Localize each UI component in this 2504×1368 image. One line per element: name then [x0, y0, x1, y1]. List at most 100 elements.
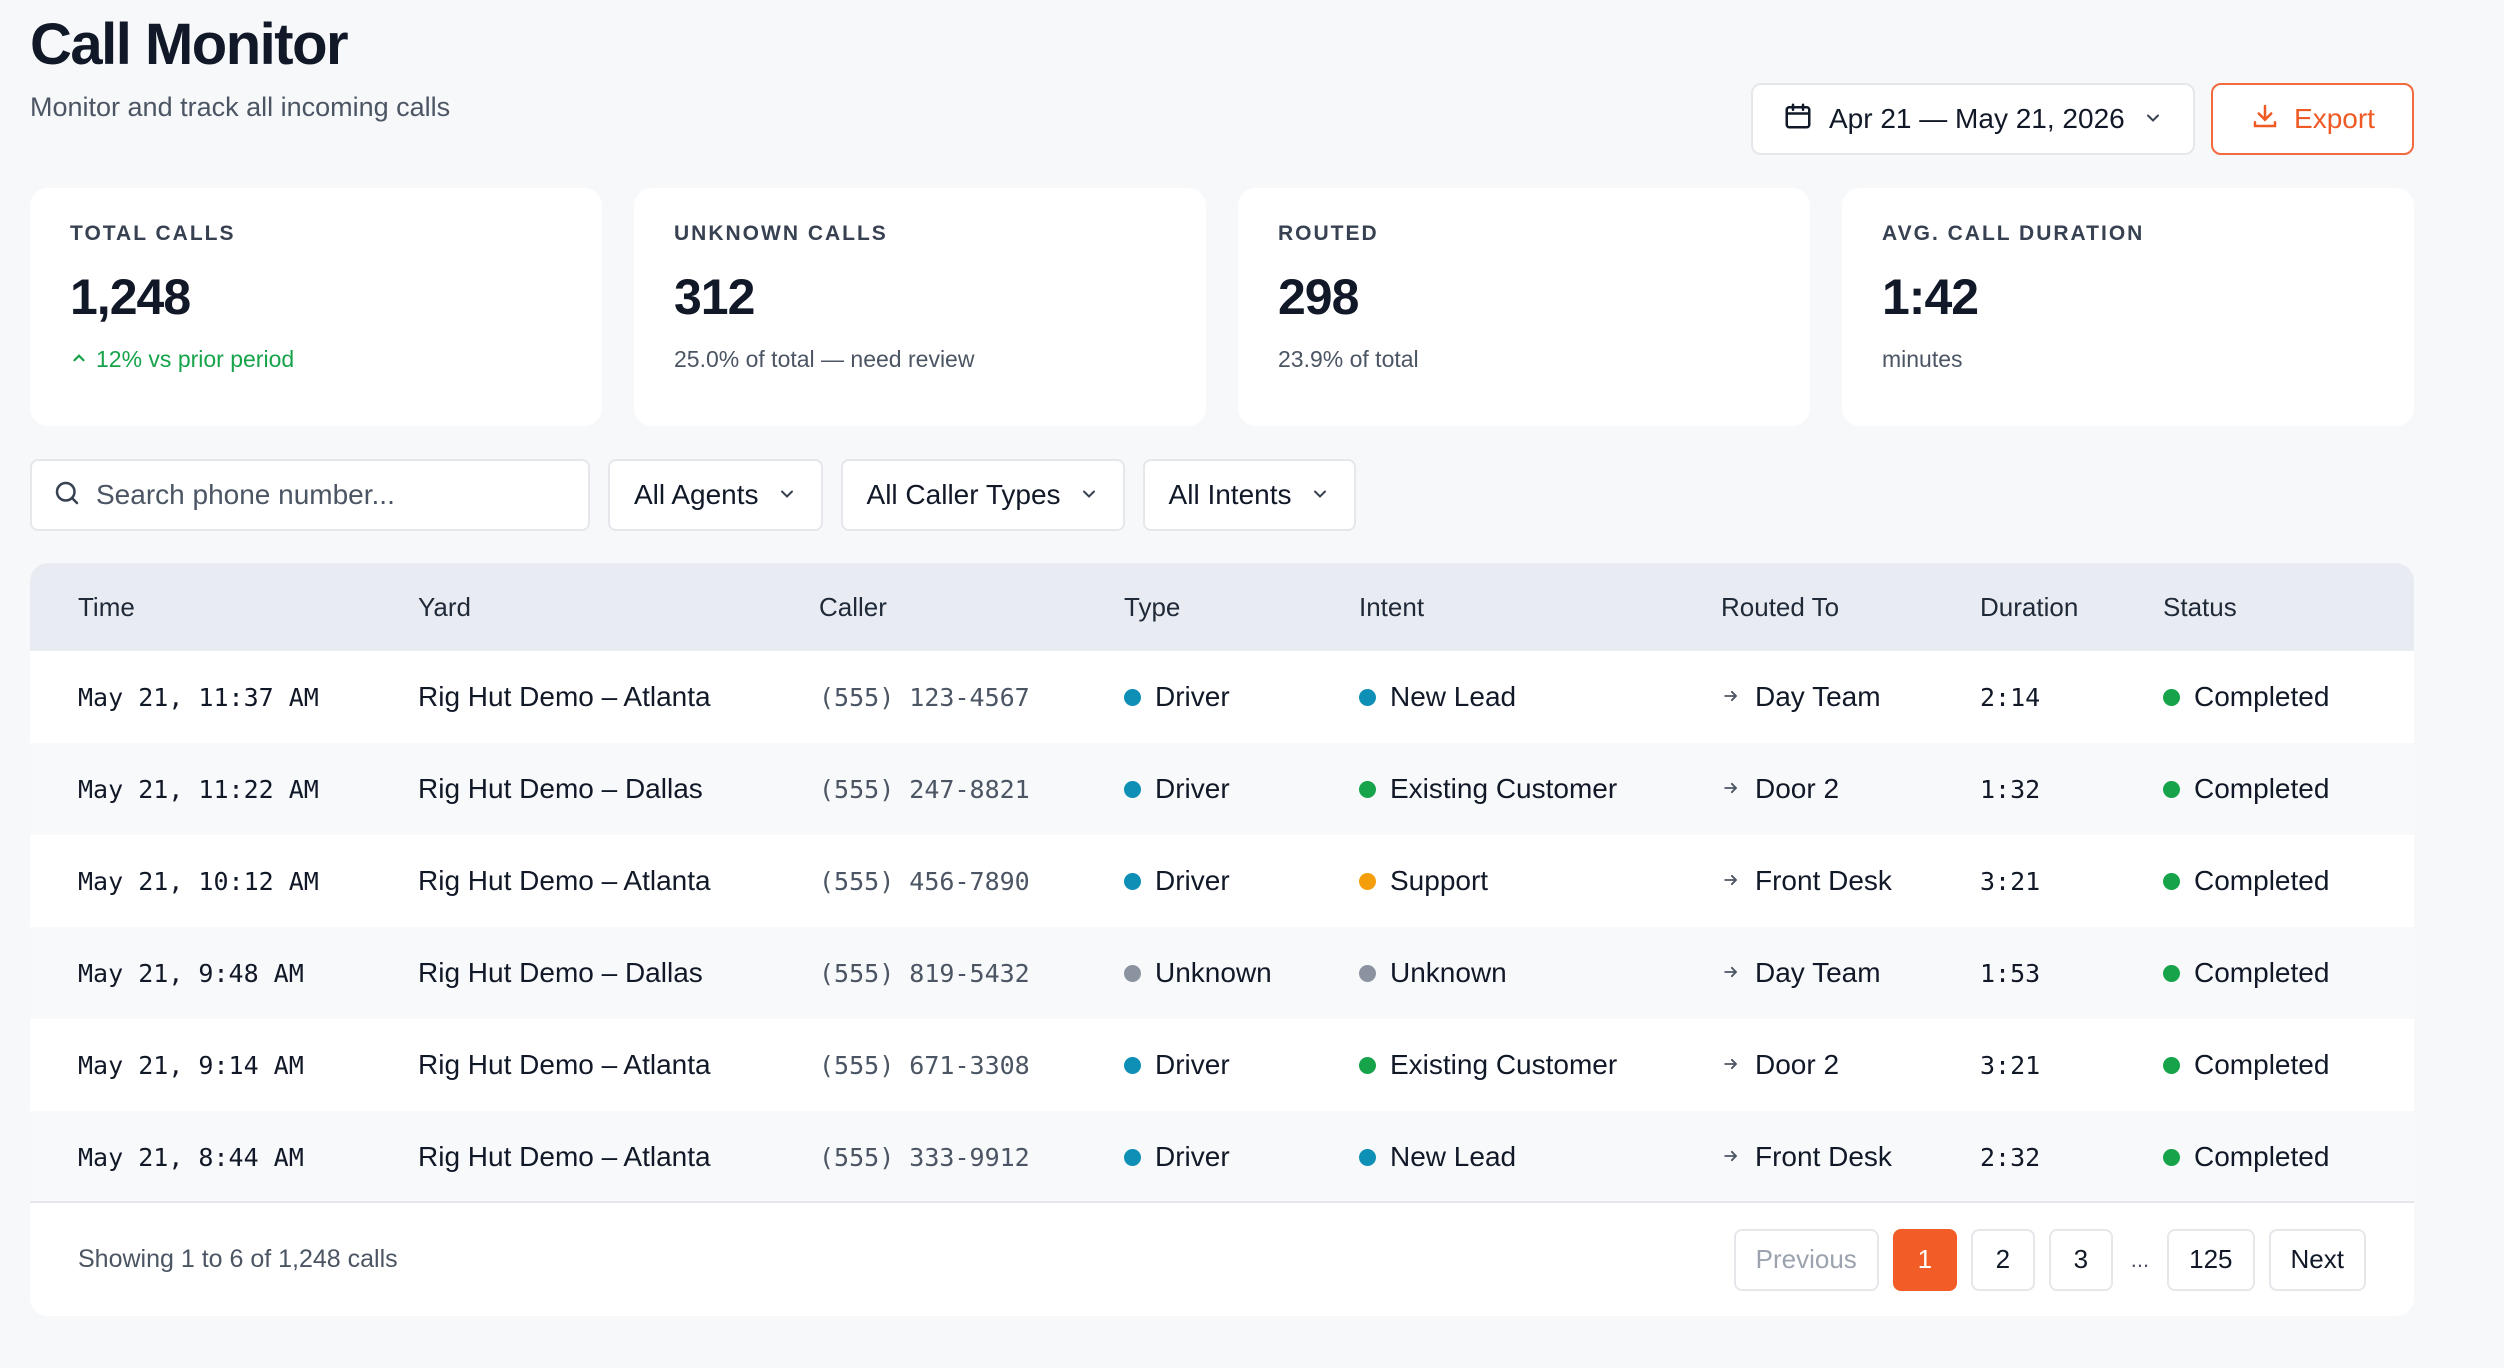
type-value: Driver [1155, 773, 1230, 804]
cell-intent: Existing Customer [1359, 1049, 1617, 1081]
time-value: May 21, 11:22 AM [78, 774, 319, 804]
type-value: Driver [1155, 1141, 1230, 1172]
status-dot-icon [2163, 872, 2180, 890]
cell-type: Driver [1124, 1141, 1230, 1173]
column-header-routed-to[interactable]: Routed To [1721, 591, 1840, 622]
status-dot-icon [2163, 1056, 2180, 1074]
column-header-intent[interactable]: Intent [1359, 591, 1425, 622]
date-range-picker[interactable]: Apr 21 — May 21, 2026 [1751, 83, 2195, 155]
duration-value: 3:21 [1980, 866, 2041, 896]
intent-dot-icon [1359, 872, 1376, 890]
cell-yard: Rig Hut Demo – Atlanta [418, 1049, 711, 1081]
cell-time: May 21, 11:22 AM [78, 775, 319, 804]
caller-value: (555) 333-9912 [819, 1142, 1030, 1172]
cell-duration: 3:21 [1980, 1051, 2040, 1080]
cell-status: Completed [2163, 773, 2329, 805]
page-button-last[interactable]: 125 [2167, 1228, 2255, 1291]
routed-to-value: Day Team [1755, 681, 1881, 712]
page-title: Call Monitor [30, 12, 349, 77]
intent-dot-icon [1359, 1148, 1376, 1166]
yard-value: Rig Hut Demo – Atlanta [418, 681, 711, 712]
routed-to-value: Front Desk [1755, 1141, 1892, 1172]
cell-intent: New Lead [1359, 1141, 1516, 1173]
arrow-right-icon [1721, 773, 1741, 805]
routed-to-value: Door 2 [1755, 773, 1840, 804]
table-footer: Showing 1 to 6 of 1,248 calls Previous 1… [30, 1201, 2414, 1316]
cell-routed-to: Front Desk [1721, 865, 1892, 897]
cell-routed-to: Day Team [1721, 681, 1881, 713]
arrow-right-icon [1721, 1049, 1741, 1081]
duration-value: 2:32 [1980, 1142, 2041, 1172]
column-header-yard[interactable]: Yard [418, 591, 471, 622]
yard-value: Rig Hut Demo – Atlanta [418, 1141, 711, 1172]
stat-label: TOTAL CALLS [70, 222, 236, 245]
intents-filter[interactable]: All Intents [1142, 459, 1356, 531]
table-row[interactable]: May 21, 10:12 AM Rig Hut Demo – Atlanta (5… [30, 835, 2414, 927]
status-dot-icon [2163, 780, 2180, 798]
page-subtitle: Monitor and track all incoming calls [30, 92, 451, 122]
intent-value: Existing Customer [1390, 773, 1618, 804]
previous-page-button[interactable]: Previous [1733, 1228, 1879, 1291]
type-dot-icon [1124, 964, 1141, 982]
cell-type: Driver [1124, 773, 1230, 805]
page-button-2[interactable]: 2 [1970, 1228, 2035, 1291]
chevron-down-icon [1310, 479, 1330, 511]
caller-types-filter-label: All Caller Types [866, 479, 1061, 510]
table-row[interactable]: May 21, 9:48 AM Rig Hut Demo – Dallas (555… [30, 927, 2414, 1019]
page-button-3[interactable]: 3 [2048, 1228, 2113, 1291]
status-value: Completed [2194, 1141, 2330, 1172]
intent-value: Support [1390, 865, 1489, 896]
stat-card-routed: ROUTED 298 23.9% of total [1238, 188, 1810, 426]
page-button-1[interactable]: 1 [1892, 1228, 1957, 1291]
stat-label: AVG. CALL DURATION [1882, 222, 2145, 245]
stat-sub: 25.0% of total — need review [674, 346, 975, 372]
table-row[interactable]: May 21, 11:37 AM Rig Hut Demo – Atlanta (5… [30, 651, 2414, 743]
cell-caller: (555) 819-5432 [819, 959, 1030, 988]
table-body: May 21, 11:37 AM Rig Hut Demo – Atlanta (5… [30, 651, 2414, 1203]
column-header-type[interactable]: Type [1124, 591, 1181, 622]
caller-value: (555) 671-3308 [819, 1050, 1030, 1080]
search-icon [52, 478, 82, 513]
cell-time: May 21, 9:48 AM [78, 959, 304, 988]
stat-card-total-calls: TOTAL CALLS 1,248 12% vs prior period [30, 188, 602, 426]
cell-duration: 1:53 [1980, 959, 2040, 988]
intent-dot-icon [1359, 780, 1376, 798]
status-dot-icon [2163, 1148, 2180, 1166]
cell-routed-to: Day Team [1721, 957, 1881, 989]
agents-filter-label: All Agents [634, 479, 759, 510]
type-value: Unknown [1155, 957, 1272, 988]
cell-caller: (555) 123-4567 [819, 683, 1030, 712]
search-box[interactable] [30, 459, 590, 531]
export-button[interactable]: Export [2211, 83, 2414, 155]
cell-caller: (555) 671-3308 [819, 1051, 1030, 1080]
next-page-button[interactable]: Next [2268, 1228, 2366, 1291]
type-dot-icon [1124, 780, 1141, 798]
agents-filter[interactable]: All Agents [608, 459, 823, 531]
status-dot-icon [2163, 688, 2180, 706]
yard-value: Rig Hut Demo – Dallas [418, 957, 703, 988]
caller-value: (555) 247-8821 [819, 774, 1030, 804]
yard-value: Rig Hut Demo – Atlanta [418, 865, 711, 896]
cell-yard: Rig Hut Demo – Atlanta [418, 1141, 711, 1173]
column-header-caller[interactable]: Caller [819, 591, 887, 622]
table-row[interactable]: May 21, 8:44 AM Rig Hut Demo – Atlanta (55… [30, 1111, 2414, 1203]
time-value: May 21, 9:48 AM [78, 958, 304, 988]
search-input[interactable] [96, 479, 568, 511]
yard-value: Rig Hut Demo – Dallas [418, 773, 703, 804]
stat-value: 298 [1278, 269, 1359, 325]
intent-dot-icon [1359, 964, 1376, 982]
column-header-status[interactable]: Status [2163, 591, 2237, 622]
cell-type: Driver [1124, 681, 1230, 713]
stat-trend: 12% vs prior period [70, 346, 562, 373]
cell-routed-to: Door 2 [1721, 1049, 1839, 1081]
table-row[interactable]: May 21, 11:22 AM Rig Hut Demo – Dallas (55… [30, 743, 2414, 835]
column-header-duration[interactable]: Duration [1980, 591, 2079, 622]
caller-types-filter[interactable]: All Caller Types [840, 459, 1125, 531]
table-row[interactable]: May 21, 9:14 AM Rig Hut Demo – Atlanta (55… [30, 1019, 2414, 1111]
cell-duration: 2:32 [1980, 1143, 2040, 1172]
intent-value: Unknown [1390, 957, 1507, 988]
filter-bar: All Agents All Caller Types All Intents [30, 459, 1356, 531]
intent-dot-icon [1359, 1056, 1376, 1074]
column-header-time[interactable]: Time [78, 591, 135, 622]
routed-to-value: Door 2 [1755, 1049, 1840, 1080]
